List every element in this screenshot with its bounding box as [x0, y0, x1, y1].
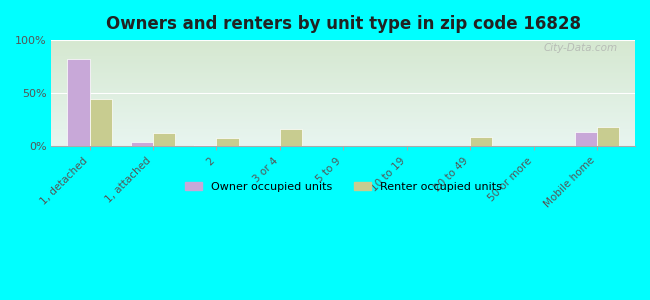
Bar	[68, 59, 90, 146]
Bar	[575, 132, 597, 146]
Bar	[216, 138, 239, 146]
Text: City-Data.com: City-Data.com	[543, 43, 618, 53]
Bar	[470, 137, 492, 146]
Title: Owners and renters by unit type in zip code 16828: Owners and renters by unit type in zip c…	[106, 15, 580, 33]
Bar	[131, 142, 153, 146]
Legend: Owner occupied units, Renter occupied units: Owner occupied units, Renter occupied un…	[181, 177, 506, 196]
Bar	[90, 99, 112, 146]
Bar	[597, 127, 619, 146]
Bar	[280, 129, 302, 146]
Bar	[153, 133, 175, 146]
